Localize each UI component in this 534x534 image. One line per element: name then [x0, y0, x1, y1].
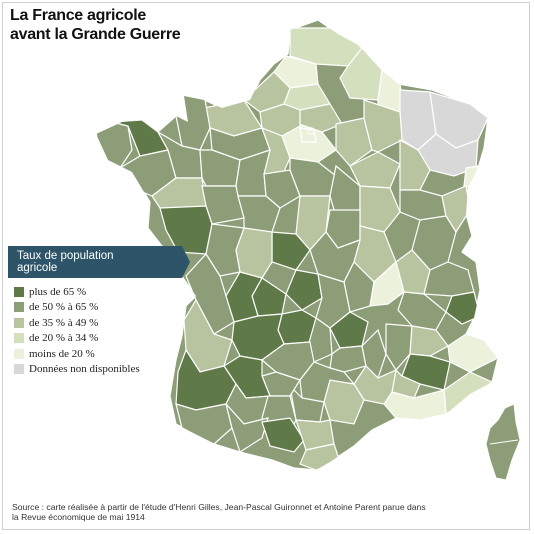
legend-swatch	[14, 317, 24, 328]
legend-label: de 35 % à 49 %	[29, 316, 99, 329]
dept-aube	[349, 151, 401, 189]
legend-item: moins de 20 %	[14, 346, 194, 362]
dept-ardeche	[361, 328, 387, 380]
dept-loir-et-cher	[263, 169, 301, 209]
dept-hautes-pyrenees	[225, 403, 269, 453]
legend-item: de 35 % à 49 %	[14, 315, 194, 331]
dept-seine	[299, 127, 317, 143]
dept-creuse	[285, 269, 323, 311]
dept-seine-et-marne	[335, 117, 373, 167]
dept-hautes-alpes	[409, 325, 449, 357]
dept-seine-inferieure	[243, 71, 291, 113]
legend-swatch	[14, 364, 24, 375]
dept-na-vosges	[417, 133, 479, 177]
legend-heading: Taux de population agricole	[8, 246, 188, 278]
legend-swatch	[14, 348, 24, 359]
legend-item: plus de 65 %	[14, 284, 194, 300]
legend-item: de 20 % à 34 %	[14, 331, 194, 347]
legend-label: de 50 % à 65 %	[29, 301, 99, 314]
dept-savoie	[445, 291, 481, 325]
legend-heading-line-2: agricole	[17, 262, 58, 274]
source-line-2: la Revue économique de mai 1914	[12, 512, 145, 522]
dept-alpes-maritimes	[447, 333, 498, 373]
dept-territoire-belfort	[463, 165, 479, 189]
dept-haute-loire	[329, 311, 369, 349]
legend-label: de 20 % à 34 %	[29, 332, 99, 345]
dept-rhone	[369, 260, 405, 307]
legend-label: Données non disponibles	[29, 363, 140, 376]
dept-drome	[385, 323, 413, 372]
legend-heading-line-1: Taux de population	[17, 250, 114, 262]
title-line-2: avant la Grande Guerre	[10, 26, 181, 43]
map-title: La France agricole avant la Grande Guerr…	[10, 6, 270, 44]
legend-item: de 50 % à 65 %	[14, 300, 194, 316]
source-line-1: Source : carte réalisée à partir de l'ét…	[12, 502, 426, 512]
legend-swatch	[14, 302, 24, 313]
legend-item: Données non disponibles	[14, 362, 194, 378]
legend-banner-shape	[8, 246, 190, 278]
legend-label: moins de 20 %	[29, 347, 95, 360]
legend-swatch	[14, 286, 24, 297]
dept-bouches-du-rhone	[383, 389, 447, 421]
dept-cantal	[307, 317, 333, 363]
dept-aude	[295, 419, 335, 451]
departements	[96, 27, 498, 470]
legend-swatch	[14, 333, 24, 344]
dept-charente-inferieure	[185, 253, 235, 335]
title-line-1: La France agricole	[10, 7, 146, 24]
dept-ariege	[261, 417, 305, 453]
paris-marker	[307, 127, 315, 135]
legend-label: plus de 65 %	[29, 285, 87, 298]
legend: plus de 65 % de 50 % à 65 % de 35 % à 49 %…	[14, 284, 194, 377]
corse-division	[489, 439, 519, 445]
map-frame	[2, 2, 530, 530]
source-note: Source : carte réalisée à partir de l'ét…	[12, 502, 522, 522]
